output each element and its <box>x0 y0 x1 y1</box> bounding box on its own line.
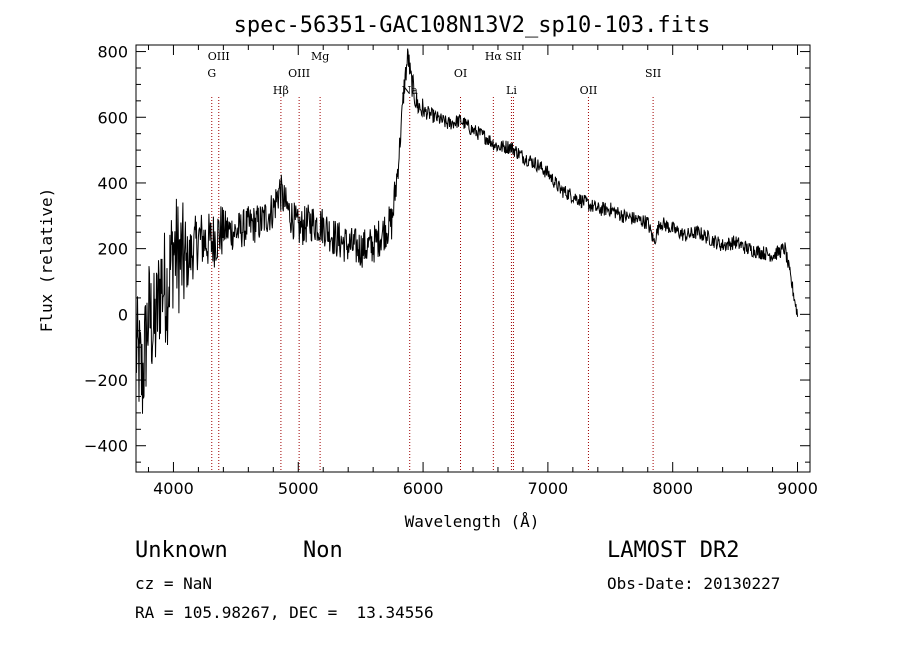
line-marker-label: OI <box>454 67 467 80</box>
y-tick-label: 200 <box>97 240 128 259</box>
obs-date: Obs-Date: 20130227 <box>607 574 781 593</box>
line-marker-label: SII <box>505 50 521 63</box>
y-axis-label: Flux (relative) <box>37 188 56 333</box>
y-tick-label: −200 <box>84 371 128 390</box>
x-tick-label: 4000 <box>153 479 194 498</box>
y-tick-label: 800 <box>97 43 128 62</box>
line-marker-label: G <box>207 67 216 80</box>
object-class: Unknown <box>135 538 228 563</box>
plot-frame <box>135 44 811 473</box>
y-tick-label: 400 <box>97 174 128 193</box>
x-tick-label: 7000 <box>528 479 569 498</box>
x-tick-label: 9000 <box>777 479 818 498</box>
x-axis-label: Wavelength (Å) <box>405 512 540 531</box>
x-tick-label: 6000 <box>403 479 444 498</box>
line-marker-label: Hβ <box>273 84 289 97</box>
x-tick-label: 5000 <box>278 479 319 498</box>
coordinates-text: RA = 105.98267, DEC = 13.34556 <box>135 603 434 622</box>
y-tick-label: 600 <box>97 108 128 127</box>
object-subclass: Non <box>303 538 343 563</box>
chart-title: spec-56351-GAC108N13V2_sp10-103.fits <box>234 13 711 38</box>
line-marker-label: OIII <box>288 67 310 80</box>
line-marker-label: OIII <box>208 50 230 63</box>
line-marker-label: OII <box>580 84 598 97</box>
line-marker-label: Li <box>506 84 517 97</box>
y-tick-label: −400 <box>84 437 128 456</box>
line-marker-label: Hα <box>485 50 503 63</box>
x-tick-label: 8000 <box>652 479 693 498</box>
line-marker-label: SII <box>645 67 661 80</box>
survey-name: LAMOST DR2 <box>607 538 740 563</box>
y-tick-label: 0 <box>118 305 128 324</box>
spectrum-line <box>135 48 798 414</box>
line-marker-label: Mg <box>311 50 329 63</box>
redshift-text: cz = NaN <box>135 574 213 593</box>
spectrum-chart: spec-56351-GAC108N13V2_sp10-103.fits Wav… <box>37 13 818 531</box>
